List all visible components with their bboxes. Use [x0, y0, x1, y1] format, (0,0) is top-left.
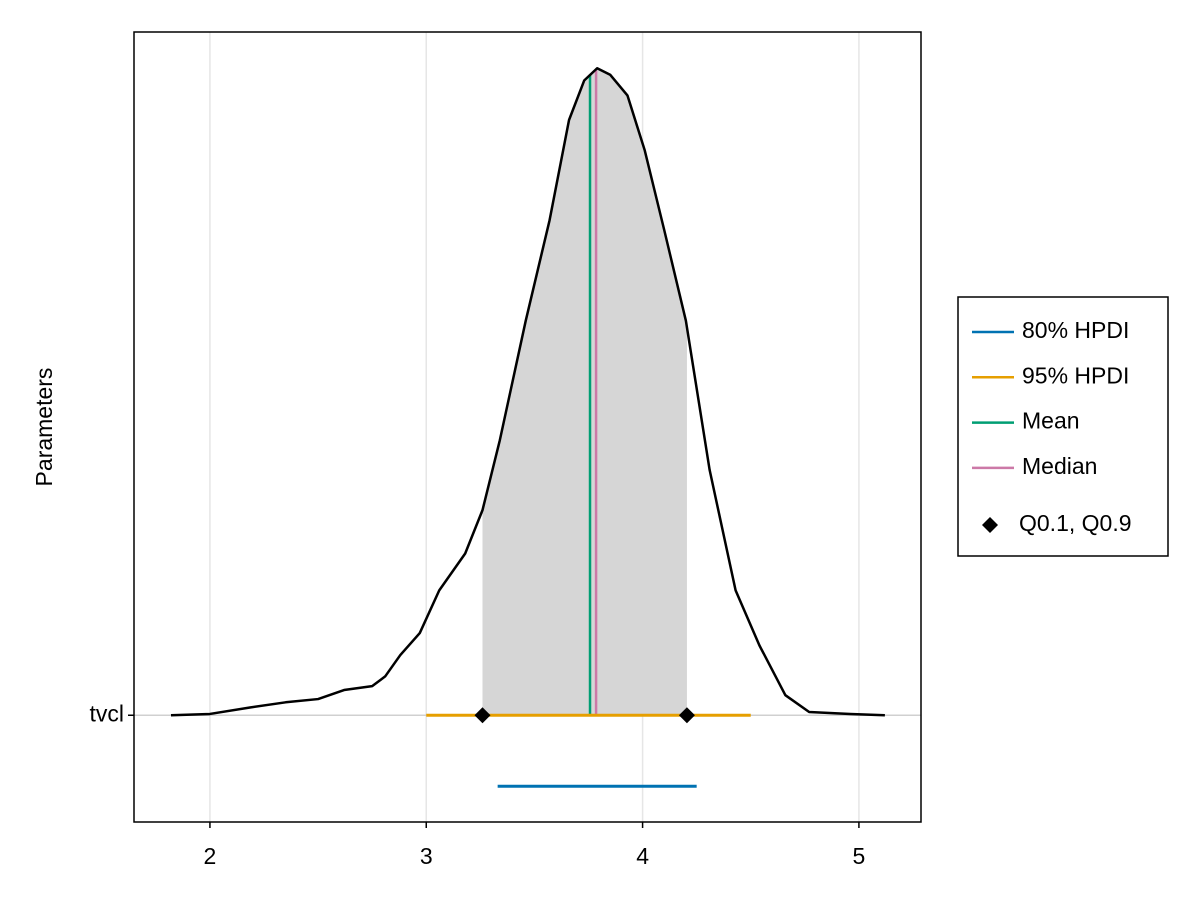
y-tick-label: tvcl — [90, 700, 125, 726]
legend-label: Q0.1, Q0.9 — [1019, 510, 1132, 536]
quantile-marker — [678, 707, 695, 724]
y-axis-label: Parameters — [31, 368, 57, 487]
legend-label: Mean — [1022, 408, 1080, 434]
x-tick-label: 5 — [853, 843, 866, 869]
x-tick-label: 3 — [420, 843, 433, 869]
quantile-marker — [474, 707, 491, 724]
x-tick-label: 2 — [204, 843, 217, 869]
legend-label: Median — [1022, 453, 1097, 479]
plot-frame — [133, 31, 922, 823]
legend-label: 80% HPDI — [1022, 317, 1129, 343]
density-curve — [170, 66, 885, 717]
shaded-area — [482, 68, 687, 716]
legend-label: 95% HPDI — [1022, 362, 1129, 388]
x-tick-label: 4 — [636, 843, 649, 869]
legend-box — [957, 296, 1169, 557]
legend-marker — [982, 517, 998, 533]
